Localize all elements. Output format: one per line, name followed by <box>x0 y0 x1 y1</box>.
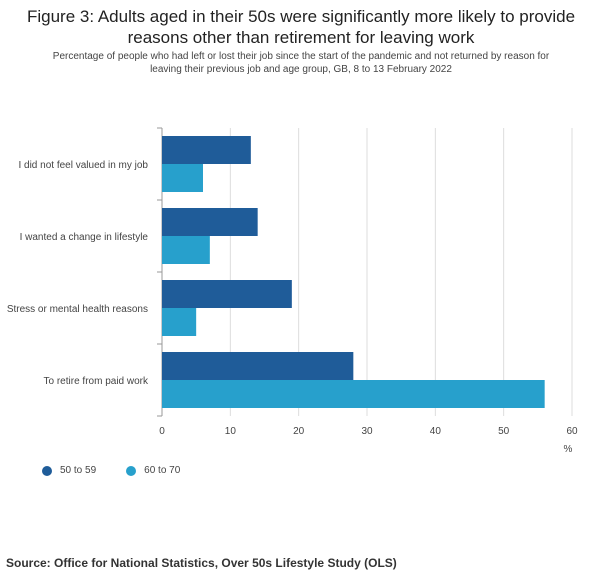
x-tick-label-60: 60 <box>566 426 578 437</box>
category-label-0: I did not feel valued in my job <box>18 160 148 171</box>
legend-item-series-1: 50 to 59 <box>42 465 96 476</box>
category-label-1: I wanted a change in lifestyle <box>20 232 149 243</box>
legend: 50 to 59 60 to 70 <box>42 465 210 476</box>
bar-1-0 <box>162 136 251 164</box>
bar-1-1 <box>162 208 258 236</box>
chart-subtitle: Percentage of people who had left or los… <box>20 50 582 76</box>
legend-item-series-2: 60 to 70 <box>126 465 180 476</box>
x-tick-label-0: 0 <box>159 426 165 437</box>
category-label-2: Stress or mental health reasons <box>7 304 148 315</box>
legend-swatch-series-1 <box>42 465 52 476</box>
bar-2-0 <box>162 164 203 192</box>
category-label-3: To retire from paid work <box>44 376 149 387</box>
x-axis-unit: % <box>564 444 573 455</box>
bar-2-3 <box>162 380 545 408</box>
chart-title-line-1: Figure 3: Adults aged in their 50s were … <box>26 7 576 26</box>
chart-title-line-2: reasons other than retirement for leavin… <box>127 28 475 47</box>
bar-1-2 <box>162 280 292 308</box>
legend-label-series-1: 50 to 59 <box>60 465 97 476</box>
legend-label-series-2: 60 to 70 <box>144 465 181 476</box>
legend-swatch-series-2 <box>126 465 137 476</box>
x-tick-label-50: 50 <box>498 426 510 437</box>
x-tick-label-10: 10 <box>225 426 237 437</box>
x-tick-label-40: 40 <box>430 426 442 437</box>
chart-subtitle-line-1: Percentage of people who had left or los… <box>52 51 550 62</box>
x-tick-label-20: 20 <box>293 426 305 437</box>
chart-title: Figure 3: Adults aged in their 50s were … <box>0 6 602 48</box>
source-note: Source: Office for National Statistics, … <box>6 556 397 570</box>
chart-subtitle-line-2: leaving their previous job and age group… <box>150 64 452 75</box>
bar-1-3 <box>162 352 354 380</box>
bar-2-1 <box>162 236 210 264</box>
x-tick-label-30: 30 <box>361 426 373 437</box>
bar-2-2 <box>162 308 197 336</box>
